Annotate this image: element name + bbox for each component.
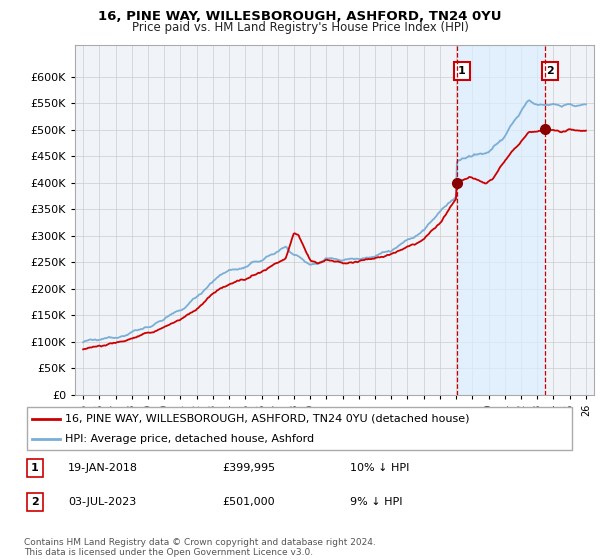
Text: £399,995: £399,995	[223, 463, 276, 473]
Text: HPI: Average price, detached house, Ashford: HPI: Average price, detached house, Ashf…	[65, 433, 314, 444]
Text: 16, PINE WAY, WILLESBOROUGH, ASHFORD, TN24 0YU: 16, PINE WAY, WILLESBOROUGH, ASHFORD, TN…	[98, 10, 502, 23]
Text: 2: 2	[31, 497, 39, 507]
Text: £501,000: £501,000	[223, 497, 275, 507]
Text: 03-JUL-2023: 03-JUL-2023	[68, 497, 136, 507]
Text: 2: 2	[547, 66, 554, 76]
Bar	[457, 45, 545, 395]
Text: Price paid vs. HM Land Registry's House Price Index (HPI): Price paid vs. HM Land Registry's House …	[131, 21, 469, 34]
FancyBboxPatch shape	[27, 407, 572, 450]
Text: 10% ↓ HPI: 10% ↓ HPI	[350, 463, 409, 473]
Text: 9% ↓ HPI: 9% ↓ HPI	[350, 497, 402, 507]
Text: 1: 1	[31, 463, 39, 473]
Text: 19-JAN-2018: 19-JAN-2018	[68, 463, 138, 473]
Text: Contains HM Land Registry data © Crown copyright and database right 2024.
This d: Contains HM Land Registry data © Crown c…	[24, 538, 376, 557]
Text: 16, PINE WAY, WILLESBOROUGH, ASHFORD, TN24 0YU (detached house): 16, PINE WAY, WILLESBOROUGH, ASHFORD, TN…	[65, 413, 470, 423]
Text: 1: 1	[458, 66, 466, 76]
